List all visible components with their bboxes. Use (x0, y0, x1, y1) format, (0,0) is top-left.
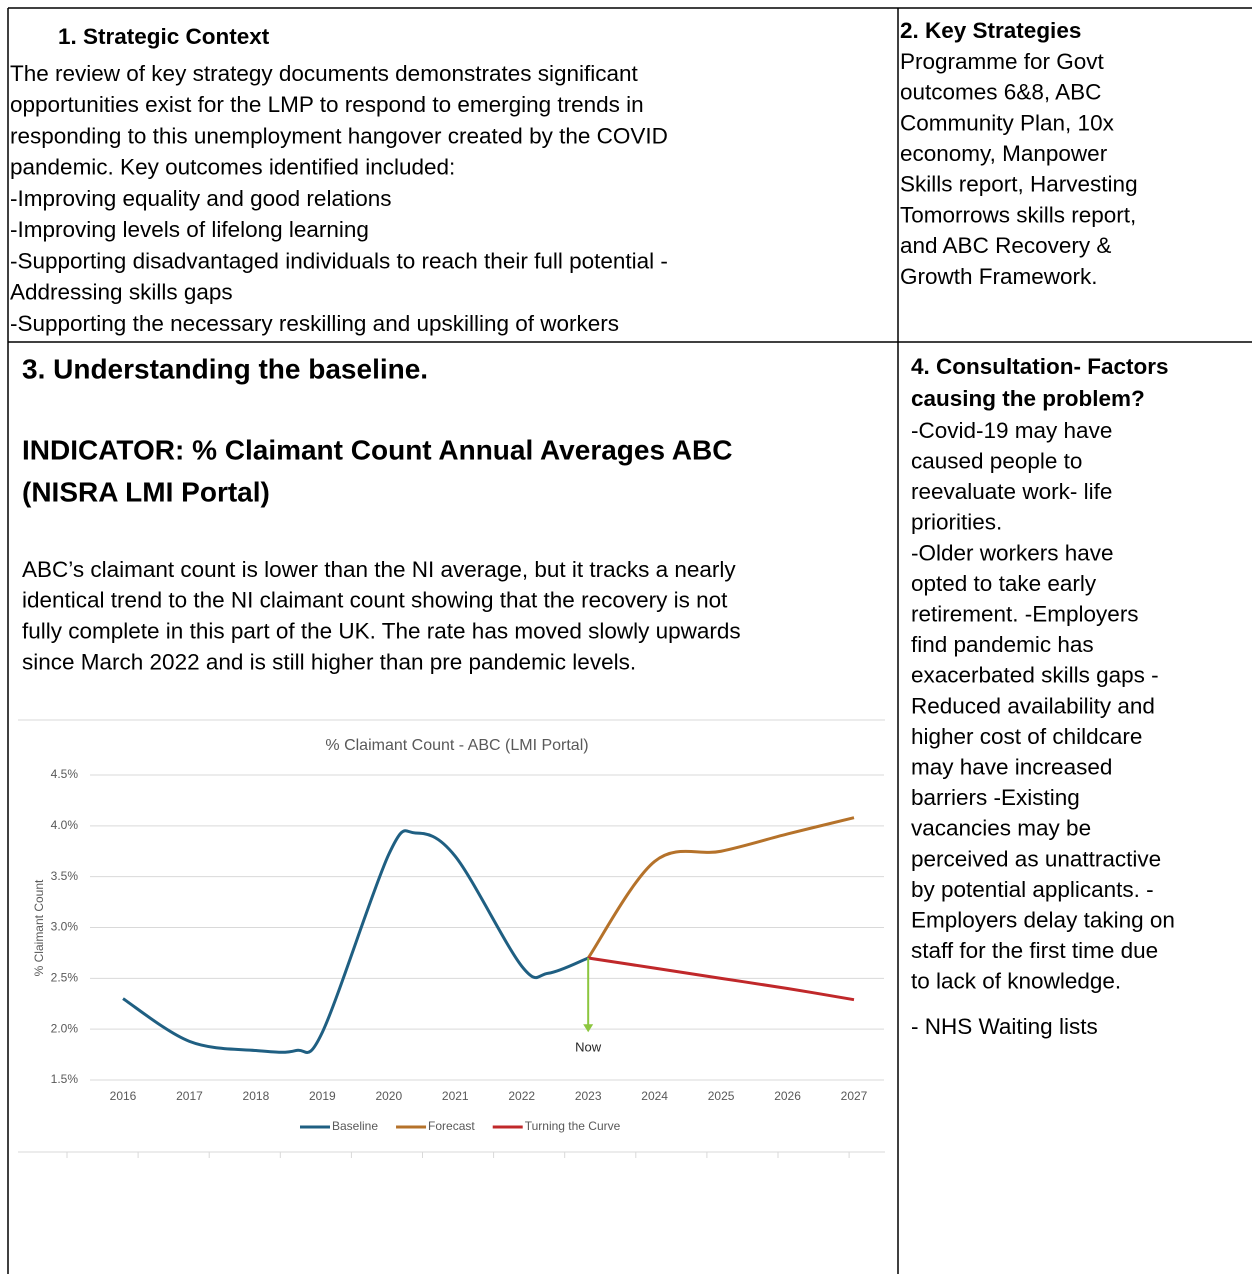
text-line: priorities. (911, 510, 1002, 535)
text-line: staff for the first time due (911, 938, 1158, 963)
x-tick-label: 2022 (508, 1089, 535, 1103)
table-borders (7, 7, 1252, 1274)
y-tick-label: 4.5% (51, 767, 79, 781)
line-series (586, 816, 855, 959)
text-line: Community Plan, 10x (900, 110, 1115, 135)
text-line: Addressing skills gaps (10, 280, 233, 305)
section-title: 1. Strategic Context (58, 24, 270, 49)
indicator: INDICATOR: % Claimant Count Annual Avera… (22, 434, 732, 465)
legend-label: Baseline (332, 1119, 378, 1133)
y-tick-label: 3.0% (51, 920, 79, 934)
section-title: 3. Understanding the baseline. (22, 353, 428, 384)
text-line: Growth Framework. (900, 264, 1098, 289)
text-line: -Improving levels of lifelong learning (10, 217, 369, 242)
text-line: Skills report, Harvesting (900, 172, 1138, 197)
text-line: responding to this unemployment hangover… (10, 123, 668, 148)
text-line: identical trend to the NI claimant count… (22, 588, 728, 613)
x-tick-label: 2016 (110, 1089, 137, 1103)
text-line: and ABC Recovery & (900, 233, 1111, 258)
line-series (587, 956, 855, 1002)
text-line: Employers delay taking on (911, 908, 1175, 933)
text-line: to lack of knowledge. (911, 969, 1121, 994)
indicator: (NISRA LMI Portal) (22, 476, 270, 507)
y-tick-label: 4.0% (51, 818, 79, 832)
text-line: since March 2022 and is still higher tha… (22, 649, 636, 674)
text-line: -Covid-19 may have (911, 418, 1112, 443)
section-title: causing the problem? (911, 386, 1145, 411)
x-tick-label: 2018 (243, 1089, 270, 1103)
text-line: Tomorrows skills report, (900, 202, 1136, 227)
line-series (122, 829, 589, 1054)
text-line: outcomes 6&8, ABC (900, 80, 1101, 105)
section-title: 2. Key Strategies (900, 18, 1081, 43)
legend-label: Forecast (428, 1119, 475, 1133)
text-line: -Supporting the necessary reskilling and… (10, 311, 619, 336)
text-line: ABC’s claimant count is lower than the N… (22, 557, 736, 582)
text-line: Reduced availability and (911, 693, 1155, 718)
text-line: -Improving equality and good relations (10, 186, 391, 211)
y-tick-label: 2.5% (51, 971, 79, 985)
text-line: -Supporting disadvantaged individuals to… (10, 248, 668, 273)
text-line: exacerbated skills gaps - (911, 663, 1159, 688)
text-line: perceived as unattractive (911, 846, 1161, 871)
note: - NHS Waiting lists (911, 1014, 1098, 1039)
y-tick-label: 3.5% (51, 869, 79, 883)
x-tick-label: 2027 (841, 1089, 868, 1103)
text-line: pandemic. Key outcomes identified includ… (10, 155, 455, 180)
y-tick-label: 2.0% (51, 1021, 79, 1035)
x-tick-label: 2017 (176, 1089, 203, 1103)
text-line: -Older workers have (911, 540, 1114, 565)
x-tick-label: 2021 (442, 1089, 469, 1103)
text-line: The review of key strategy documents dem… (10, 61, 639, 86)
text-line: retirement. -Employers (911, 602, 1139, 627)
x-tick-label: 2025 (708, 1089, 735, 1103)
annotation: Now (575, 1040, 602, 1055)
text-line: higher cost of childcare (911, 724, 1142, 749)
x-tick-label: 2023 (575, 1089, 602, 1103)
text-line: opportunities exist for the LMP to respo… (10, 92, 644, 117)
section-title: 4. Consultation- Factors (911, 354, 1169, 379)
legend-label: Turning the Curve (525, 1119, 621, 1133)
arrow-head (583, 1024, 594, 1033)
text-line: opted to take early (911, 571, 1097, 596)
y-axis-label: % Claimant Count (32, 879, 46, 976)
x-tick-label: 2026 (774, 1089, 801, 1103)
x-tick-label: 2019 (309, 1089, 336, 1103)
text-line: vacancies may be (911, 816, 1091, 841)
text-line: fully complete in this part of the UK. T… (22, 619, 741, 644)
text-line: reevaluate work- life (911, 479, 1112, 504)
text-line: economy, Manpower (900, 141, 1108, 166)
text-line: barriers -Existing (911, 785, 1080, 810)
text-line: find pandemic has (911, 632, 1094, 657)
text-line: may have increased (911, 755, 1112, 780)
text-line: Programme for Govt (900, 49, 1105, 74)
chart-title: % Claimant Count - ABC (LMI Portal) (325, 737, 588, 754)
x-tick-label: 2020 (375, 1089, 402, 1103)
y-tick-label: 1.5% (51, 1072, 79, 1086)
text-line: by potential applicants. - (911, 877, 1154, 902)
text-line: caused people to (911, 449, 1082, 474)
chart-frame (18, 719, 885, 1153)
x-tick-label: 2024 (641, 1089, 668, 1103)
